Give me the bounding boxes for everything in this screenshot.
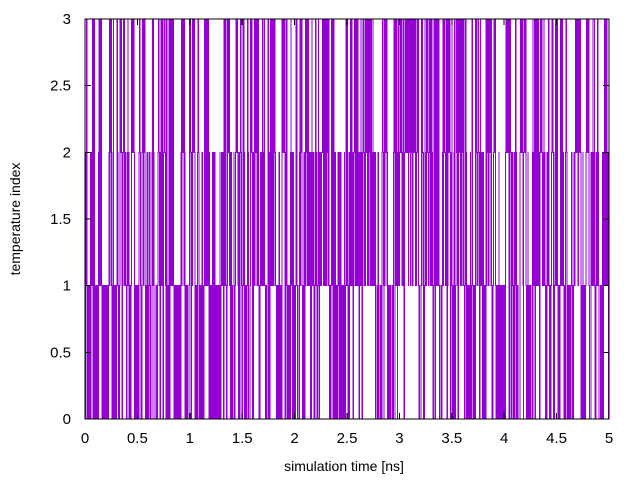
y-tick-label: 3: [63, 11, 71, 28]
x-tick-label: 3.5: [441, 430, 462, 447]
y-tick-label: 1: [63, 278, 71, 295]
data-layer: [85, 19, 609, 419]
x-tick-label: 0.5: [127, 430, 148, 447]
x-axis-label: simulation time [ns]: [284, 458, 404, 474]
y-axis-label: temperature index: [7, 163, 23, 276]
x-tick-label: 4: [500, 430, 508, 447]
x-tick-label: 2.5: [337, 430, 358, 447]
y-tick-label: 2.5: [50, 78, 71, 95]
y-tick-label: 1.5: [50, 211, 71, 228]
y-tick-label: 2: [63, 144, 71, 161]
x-tick-label: 1: [186, 430, 194, 447]
x-tick-label: 2: [290, 430, 298, 447]
x-tick-label: 3: [395, 430, 403, 447]
x-tick-label: 5: [605, 430, 613, 447]
y-tick-label: 0: [63, 411, 71, 428]
y-tick-label: 0.5: [50, 344, 71, 361]
x-tick-label: 1.5: [232, 430, 253, 447]
x-tick-label: 4.5: [546, 430, 567, 447]
x-tick-label: 0: [81, 430, 89, 447]
series-line: [85, 19, 609, 419]
